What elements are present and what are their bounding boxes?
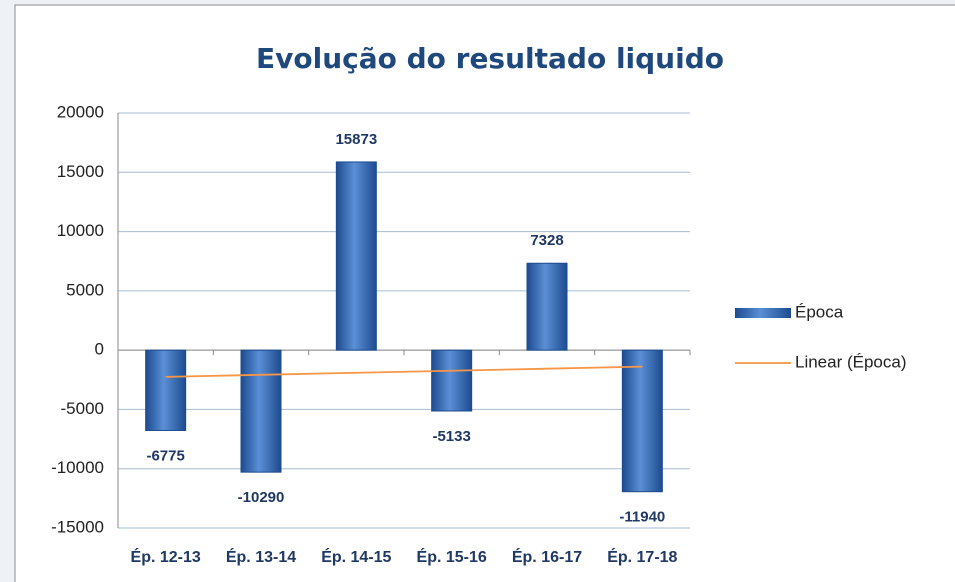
data-label: -6775 [146,447,184,464]
y-tick-label: 10000 [57,221,104,240]
trend-line [165,365,643,378]
bar [240,349,282,473]
bar [526,262,568,351]
x-tick-label: Ép. 13-14 [226,547,296,566]
data-label: 7328 [530,232,563,249]
x-tick-label: Ép. 14-15 [321,547,391,566]
chart-title: Evolução do resultado liquido [256,42,724,75]
bar [621,349,663,493]
data-label: -11940 [619,509,665,526]
legend-label: Época [795,302,844,321]
y-tick-label: -5000 [61,399,104,418]
y-tick-label: 5000 [66,280,104,299]
y-tick-label: 15000 [57,162,104,181]
legend-swatch [735,308,791,318]
y-tick-label: 0 [95,340,104,359]
bar [431,349,473,412]
legend-label: Linear (Época) [795,352,907,371]
x-tick-label: Ép. 12-13 [131,547,201,566]
x-tick-label: Ép. 15-16 [417,547,487,566]
data-label: -5133 [432,428,470,445]
y-tick-label: -10000 [51,458,104,477]
bar [335,161,377,351]
y-tick-label: 20000 [57,102,104,121]
x-tick-label: Ép. 17-18 [607,547,677,566]
data-label: -10290 [238,489,285,506]
x-tick-label: Ép. 16-17 [512,547,582,566]
data-label: 15873 [335,131,377,148]
chart-frame [14,4,955,582]
y-tick-label: -15000 [51,517,104,536]
bar [145,349,187,431]
